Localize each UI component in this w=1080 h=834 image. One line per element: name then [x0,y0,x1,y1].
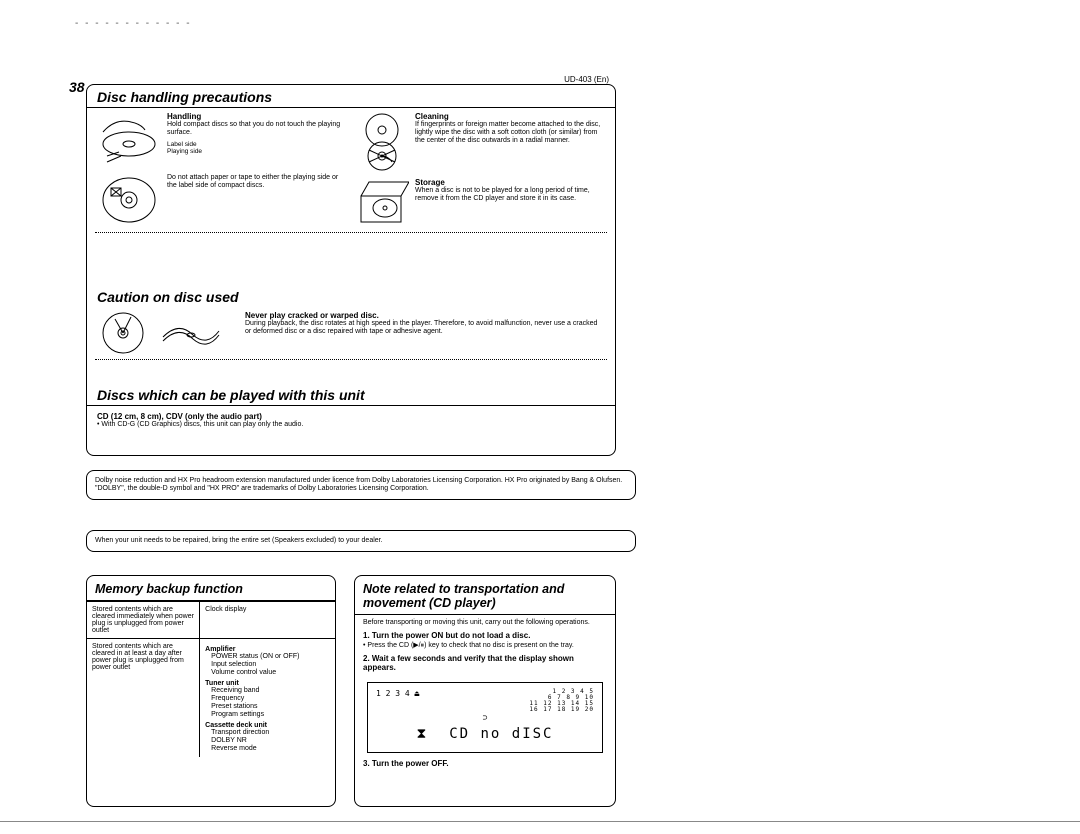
transport-panel: Note related to transportation and movem… [354,575,616,807]
playable-line2: • With CD-G (CD Graphics) discs, this un… [97,421,605,429]
repair-note-panel: When your unit needs to be repaired, bri… [86,530,636,552]
section-title-handling: Disc handling precautions [87,85,615,107]
section-title-discs-playable: Discs which can be played with this unit [87,383,615,405]
no-paper-text: Do not attach paper or tape to either th… [167,174,347,190]
transport-title: Note related to transportation and movem… [355,576,615,615]
transport-intro: Before transporting or moving this unit,… [363,619,607,627]
transport-bullet: • Press the CD (▶/⏸) key to check that n… [363,642,607,650]
cracked-disc-icon [97,311,149,355]
model-code: UD-403 (En) [564,75,609,84]
manual-page: - - - - - - - - - - - - UD-403 (En) 38 D… [0,0,1080,834]
storage-text: When a disc is not to be played for a lo… [415,187,605,203]
main-sheet: UD-403 (En) 38 Disc handling precautions [86,84,616,456]
deck-heading: Cassette deck unit [205,722,330,729]
cleaning-heading: Cleaning [415,112,605,121]
amp-heading: Amplifier [205,646,330,653]
page-number: 38 [69,79,85,95]
warn-text: During playback, the disc rotates at hig… [245,320,605,336]
dolby-note-panel: Dolby noise reduction and HX Pro headroo… [86,470,636,500]
playable-line1: CD (12 cm, 8 cm), CDV (only the audio pa… [97,412,605,421]
section-title-caution: Caution on disc used [87,285,615,307]
display-cd-glyph: ⧗ [417,726,429,742]
memory-title: Memory backup function [87,576,335,601]
warped-disc-icon [159,315,223,351]
playing-side-label: Playing side [167,148,347,155]
transport-step3: 3. Turn the power OFF. [355,759,615,768]
memory-row1-right: Clock display [200,602,335,638]
tuner-heading: Tuner unit [205,680,330,687]
memory-backup-panel: Memory backup function Stored contents w… [86,575,336,807]
amp-items: POWER status (ON or OFF) Input selection… [205,653,330,677]
display-matrix: 1 2 3 4 5 6 7 8 9 10 11 12 13 14 15 16 1… [529,689,594,713]
storage-heading: Storage [415,178,605,187]
disc-case-icon [355,178,409,226]
cleaning-text: If fingerprints or foreign matter become… [415,121,605,145]
lcd-display: 1 2 3 4 ⏏ 1 2 3 4 5 6 7 8 9 10 11 12 13 … [367,682,603,753]
bottom-rule [0,821,1080,822]
label-side-label: Label side [167,141,347,148]
display-track-line: 1 2 3 4 ⏏ [376,689,419,698]
warn-heading: Never play cracked or warped disc. [245,311,605,320]
display-seg-text: CD no dISC [449,726,553,742]
memory-row1-left: Stored contents which are cleared immedi… [87,602,200,638]
deck-items: Transport direction DOLBY NR Reverse mod… [205,729,330,753]
disc-no-tape-icon [97,174,161,226]
transport-step1: 1. Turn the power ON but do not load a d… [363,631,607,640]
handling-text: Hold compact discs so that you do not to… [167,121,347,137]
tuner-items: Receiving band Frequency Preset stations… [205,687,330,719]
disc-clean-icon [355,112,409,172]
top-dashes: - - - - - - - - - - - - [75,18,192,29]
transport-step2: 2. Wait a few seconds and verify that th… [363,654,607,672]
handling-heading: Handling [167,112,347,121]
disc-hold-icon [97,112,161,168]
memory-row2-left: Stored contents which are cleared in at … [87,639,200,757]
